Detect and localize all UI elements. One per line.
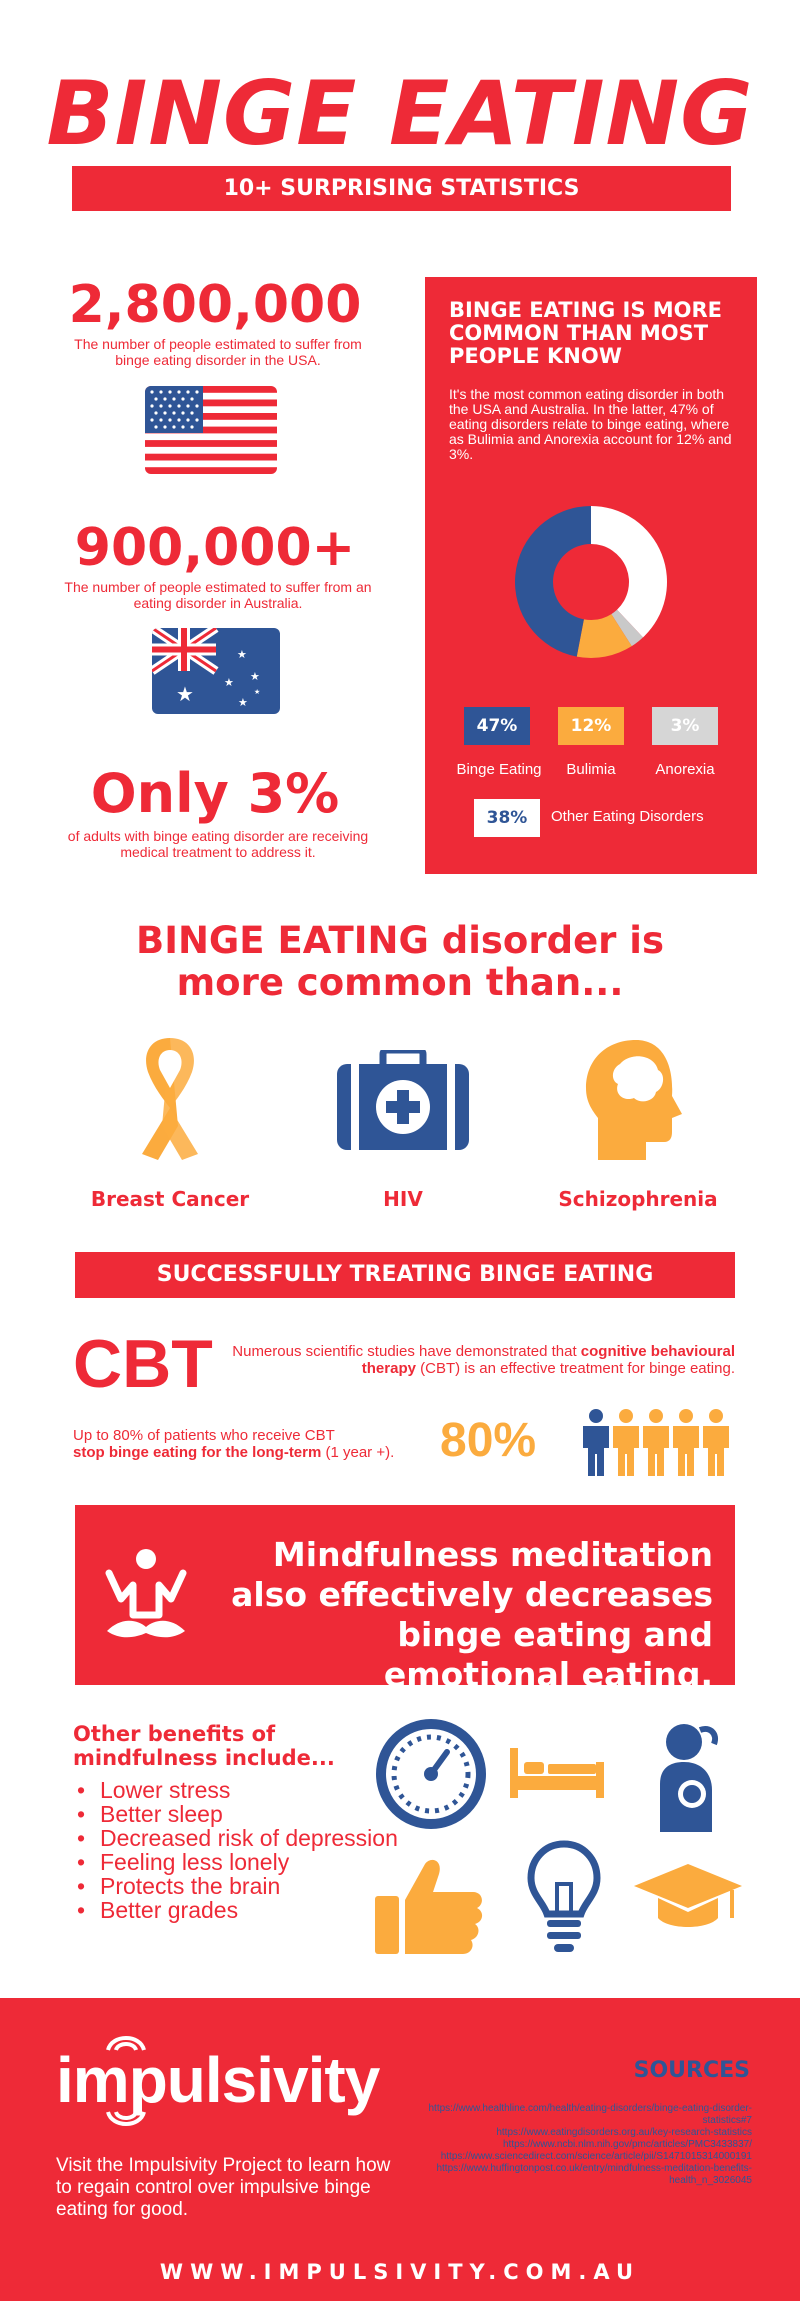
subtitle-banner: 10+ SURPRISING STATISTICS (72, 166, 731, 211)
percent-80: 80% (440, 1414, 537, 1467)
australia-flag-icon: ★ ★ ★ ★ ★ ★ (152, 628, 280, 714)
lightbulb-icon (527, 1840, 601, 1958)
sources-title: SOURCES (633, 2058, 750, 2083)
aus-stat-desc: The number of people estimated to suffer… (64, 579, 372, 611)
benefit-item: Decreased risk of depression (75, 1826, 405, 1850)
brand-logo: impulsivity (56, 2044, 380, 2116)
usa-flag-icon (145, 386, 277, 474)
source-link[interactable]: https://www.huffingtonpost.co.uk/entry/m… (436, 2163, 752, 2186)
visit-text: Visit the Impulsivity Project to learn h… (56, 2155, 391, 2220)
svg-text:★: ★ (237, 648, 247, 661)
only-stat-number: Only 3% (90, 762, 340, 825)
people-icon-group (582, 1408, 734, 1482)
donut-slice-binge-eating (515, 506, 591, 657)
mindfulness-text: Mindfulness meditation also effectively … (231, 1535, 713, 1694)
benefit-item: Better grades (75, 1898, 405, 1922)
cbt-text-bold: cognitive behavioural therapy (361, 1343, 735, 1377)
svg-text:★: ★ (254, 688, 260, 696)
thumbs-up-icon (375, 1856, 487, 1960)
svg-text:★: ★ (250, 670, 260, 683)
sad-person-icon (648, 1720, 728, 1836)
person-icon (583, 1409, 609, 1476)
patients-text-bold: stop binge eating for the long-term (73, 1444, 322, 1461)
usa-stat-desc: The number of people estimated to suffer… (74, 336, 362, 368)
treating-banner: SUCCESSFULLY TREATING BINGE EATING (75, 1252, 735, 1298)
svg-text:★: ★ (238, 696, 248, 709)
donut-slice-bulimia (576, 614, 632, 658)
svg-text:★: ★ (224, 676, 234, 689)
cbt-text-part1: Numerous scientific studies have demonst… (232, 1343, 581, 1360)
benefit-item: Better sleep (75, 1802, 405, 1826)
donut-slice-anorexia (611, 609, 644, 647)
patients-text-part2: (1 year +). (321, 1444, 395, 1461)
other-label: Other Eating Disorders (551, 808, 704, 825)
cbt-text-part2: (CBT) is an effective treatment for bing… (415, 1360, 735, 1377)
source-link[interactable]: https://www.healthline.com/health/eating… (428, 2103, 752, 2126)
brand-signal-bottom-icon (104, 2110, 148, 2140)
anorexia-label: Anorexia (655, 761, 715, 778)
schizophrenia-label: Schizophrenia (558, 1187, 718, 1211)
mindfulness-box: Mindfulness meditation also effectively … (75, 1505, 735, 1694)
page-title: BINGE EATING (46, 62, 754, 165)
panel-text: It's the most common eating disorder in … (449, 386, 732, 462)
speedometer-icon (375, 1718, 487, 1834)
comparison-title: BINGE EATING disorder is more common tha… (0, 920, 800, 1004)
common-panel: BINGE EATING IS MORE COMMON THAN MOST PE… (425, 277, 757, 874)
person-icon (673, 1409, 699, 1476)
usa-stat-number: 2,800,000 (68, 275, 362, 335)
svg-text:★: ★ (176, 682, 194, 706)
person-icon (643, 1409, 669, 1476)
ribbon-icon (120, 1030, 220, 1164)
person-icon (613, 1409, 639, 1476)
head-brain-icon (578, 1038, 688, 1164)
cbt-heading: CBT (73, 1326, 213, 1402)
meditation-icon (101, 1545, 191, 1649)
panel-title: BINGE EATING IS MORE COMMON THAN MOST PE… (449, 298, 723, 368)
patients-text-part1: Up to 80% of patients who receive CBT (73, 1427, 335, 1444)
binge-eating-label: Binge Eating (456, 761, 542, 778)
medical-bag-icon (337, 1046, 469, 1154)
donut-slice-other-eating-disorders (591, 506, 667, 638)
patients-description: Up to 80% of patients who receive CBT sto… (73, 1427, 433, 1461)
benefits-title: Other benefits of mindfulness include... (73, 1722, 335, 1770)
person-icon (703, 1409, 729, 1476)
benefit-item: Feeling less lonely (75, 1850, 405, 1874)
footer: impulsivity Visit the Impulsivity Projec… (0, 1998, 800, 2301)
brand-signal-icon (104, 2026, 148, 2056)
bed-icon (510, 1748, 604, 1802)
graduation-cap-icon (632, 1862, 744, 1938)
benefit-item: Lower stress (75, 1778, 405, 1802)
bulimia-percent-badge: 12% (558, 707, 624, 745)
source-link[interactable]: https://www.ncbi.nlm.nih.gov/pmc/article… (503, 2139, 752, 2150)
breast-cancer-label: Breast Cancer (90, 1187, 250, 1211)
benefits-list: Lower stress Better sleep Decreased risk… (75, 1778, 405, 1922)
only-stat-desc: of adults with binge eating disorder are… (67, 828, 369, 860)
website-link[interactable]: WWW.IMPULSIVITY.COM.AU (159, 2260, 641, 2284)
other-percent-badge: 38% (474, 799, 540, 837)
comparison-title-line1: BINGE EATING disorder is (136, 919, 664, 962)
eating-disorder-donut-chart (515, 506, 667, 658)
hiv-label: HIV (383, 1187, 423, 1211)
cbt-description: Numerous scientific studies have demonst… (225, 1343, 735, 1377)
source-link[interactable]: https://www.eatingdisorders.org.au/key-r… (496, 2127, 752, 2138)
sources-list: https://www.healthline.com/health/eating… (412, 2103, 752, 2187)
benefit-item: Protects the brain (75, 1874, 405, 1898)
anorexia-percent-badge: 3% (652, 707, 718, 745)
aus-stat-number: 900,000+ (74, 518, 356, 578)
source-link[interactable]: https://www.sciencedirect.com/science/ar… (440, 2151, 752, 2162)
bulimia-label: Bulimia (566, 761, 616, 778)
comparison-title-line2: more common than... (176, 961, 624, 1004)
binge-eating-percent-badge: 47% (464, 707, 530, 745)
